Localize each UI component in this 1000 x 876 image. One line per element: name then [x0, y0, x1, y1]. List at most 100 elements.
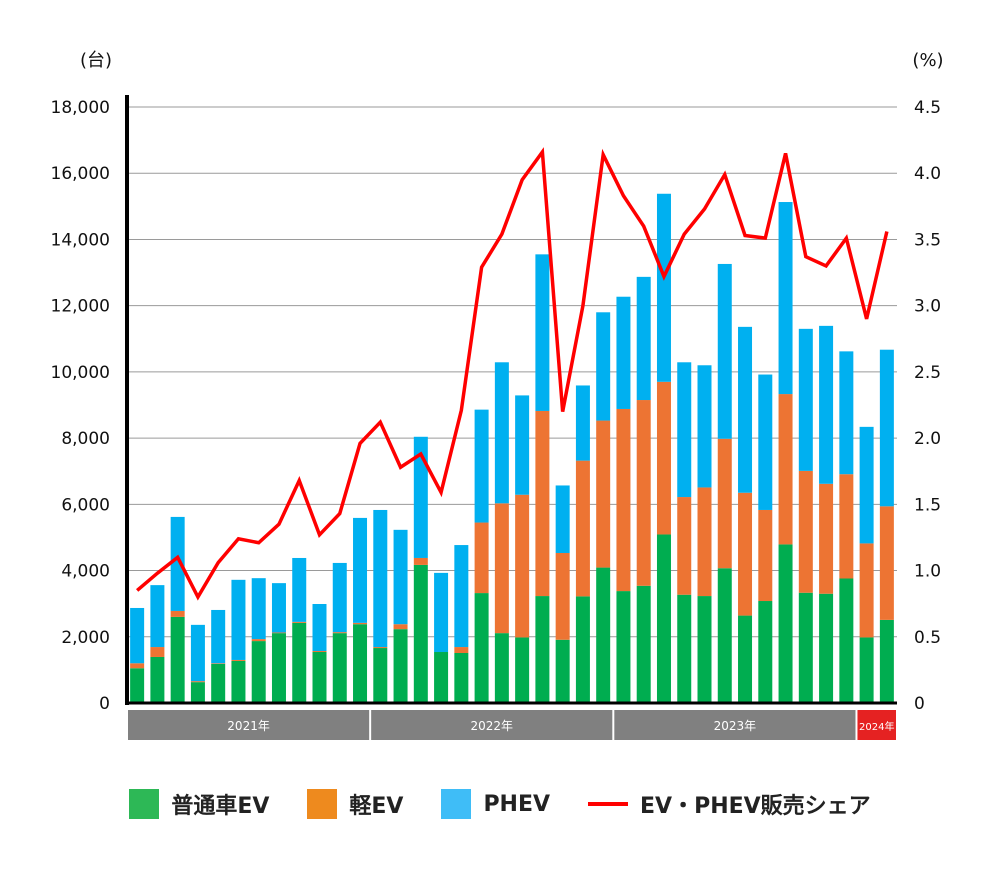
- bar-segment: [677, 497, 692, 595]
- bar-segment: [819, 593, 834, 703]
- bar-segment: [353, 624, 368, 703]
- legend-swatch: [129, 789, 160, 819]
- bar-segment: [697, 596, 712, 703]
- bar-segment: [312, 651, 327, 653]
- bar-segment: [373, 647, 388, 649]
- bar-segment: [494, 362, 509, 504]
- bar-segment: [434, 572, 449, 653]
- legend-label: 普通車EV: [171, 794, 270, 819]
- legend-item: EV・PHEV販売シェア: [588, 788, 871, 820]
- bar-segment: [494, 633, 509, 703]
- bar-segment: [515, 395, 530, 495]
- bar-segment: [596, 420, 611, 568]
- y-tick-label: 0: [99, 694, 110, 714]
- legend-label: 軽EV: [349, 794, 404, 819]
- share-line: [135, 147, 889, 601]
- bar-segment: [231, 660, 246, 703]
- legend-swatch: [441, 789, 472, 819]
- bar-segment: [778, 394, 793, 545]
- bar-segment: [879, 349, 894, 507]
- bar-segment: [292, 622, 307, 703]
- bar-segment: [373, 648, 388, 703]
- bar-segment: [211, 609, 226, 664]
- bar-segment: [150, 647, 165, 657]
- y2-tick-label: 3.0: [914, 297, 941, 317]
- bar-segment: [413, 564, 428, 703]
- bar-segment: [211, 663, 226, 664]
- bar-segment: [292, 557, 307, 622]
- legend-item: PHEV: [441, 789, 550, 819]
- bar-segment: [211, 663, 226, 703]
- bar-segment: [312, 652, 327, 703]
- bar-segment: [717, 263, 732, 439]
- bar-segment: [292, 621, 307, 623]
- bar-segment: [150, 656, 165, 703]
- bar-segment: [515, 494, 530, 638]
- bar-segment: [535, 410, 550, 597]
- year-band: [371, 710, 613, 740]
- y-tick-label: 6,000: [61, 495, 110, 515]
- y-tick-label: 4,000: [61, 562, 110, 582]
- bar-segment: [859, 426, 874, 544]
- bar-segment: [596, 567, 611, 703]
- bar-segment: [535, 254, 550, 411]
- bar-segment: [130, 668, 145, 703]
- legend-label: PHEV: [483, 791, 551, 817]
- stacked-bar-line-chart: 0 2,000 4,000 6,000 8,000 10,000 12,000 14,000 1…: [51, 50, 944, 740]
- bar-segment: [677, 594, 692, 703]
- bar-segment: [251, 578, 266, 640]
- bar-segment: [798, 328, 813, 471]
- y2-tick-label: 1.5: [914, 495, 941, 515]
- year-band: [614, 710, 856, 740]
- bar-segment: [738, 615, 753, 703]
- legend-swatch: [307, 789, 338, 819]
- bar-segment: [353, 622, 368, 625]
- bar-segment: [170, 616, 185, 703]
- bar-segment: [494, 503, 509, 634]
- bar-segment: [717, 438, 732, 569]
- bar-segment: [393, 624, 408, 630]
- bar-segment: [555, 553, 570, 640]
- year-label: 2024年: [859, 720, 894, 733]
- bar-segment: [575, 385, 590, 461]
- bar-segment: [271, 583, 286, 633]
- legend-line: [588, 802, 629, 806]
- bar-segment: [778, 544, 793, 703]
- bar-segment: [839, 351, 854, 475]
- bar-segment: [596, 312, 611, 421]
- bar-segment: [170, 610, 185, 617]
- bar-segment: [130, 607, 145, 664]
- y2-tick-label: 3.5: [914, 230, 941, 250]
- bar-segment: [474, 593, 489, 703]
- bar-segment: [839, 474, 854, 579]
- bar-segment: [190, 682, 205, 703]
- bar-segment: [839, 578, 854, 703]
- bar-segment: [616, 296, 631, 409]
- bar-segment: [515, 637, 530, 703]
- legend-label: EV・PHEV販売シェア: [640, 794, 871, 819]
- bar-segment: [271, 633, 286, 703]
- bar-segment: [697, 487, 712, 597]
- y2-tick-label: 1.0: [914, 562, 941, 582]
- legend: 普通車EV 軽EV PHEV EV・PHEV販売シェア: [0, 788, 1000, 820]
- bar-segment: [434, 652, 449, 703]
- bar-segment: [636, 400, 651, 586]
- y-tick-label: 2,000: [61, 628, 110, 648]
- bar-segment: [332, 633, 347, 703]
- y-tick-label: 12,000: [51, 297, 110, 317]
- bar-segment: [616, 591, 631, 703]
- bar-segment: [879, 619, 894, 703]
- legend-item: 軽EV: [307, 788, 403, 820]
- y2-axis-unit: (%): [912, 50, 943, 71]
- legend-item: 普通車EV: [129, 788, 269, 820]
- bar-segment: [535, 596, 550, 703]
- bar-segment: [677, 362, 692, 498]
- y2-tick-label: 2.0: [914, 429, 941, 449]
- bar-segment: [170, 516, 185, 611]
- bar-segment: [819, 483, 834, 594]
- bar-segment: [819, 325, 834, 484]
- bar-segment: [373, 509, 388, 648]
- bar-segment: [575, 460, 590, 597]
- y-axis-unit: (台): [80, 50, 112, 71]
